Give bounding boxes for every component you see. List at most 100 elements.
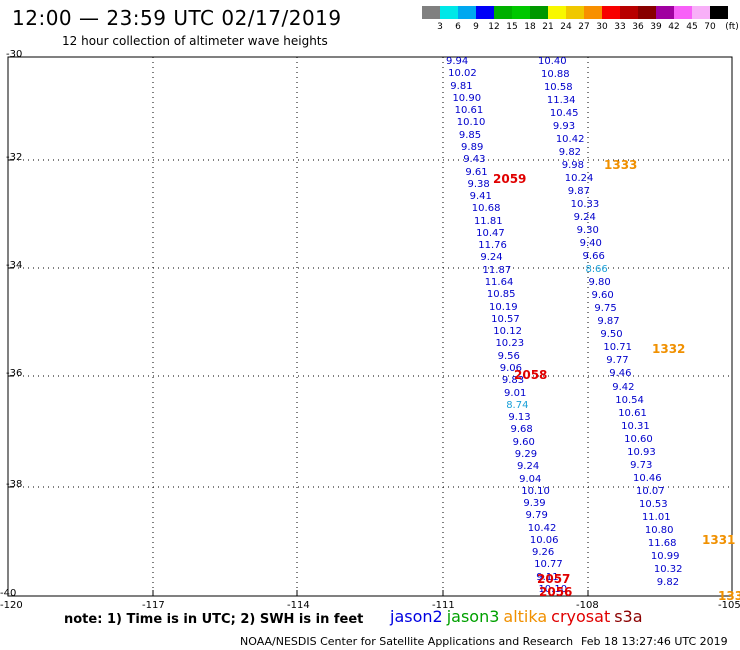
wave-height-value: 11.76	[478, 240, 507, 252]
color-scale-label: 27	[578, 22, 590, 32]
wave-height-value: 10.90	[452, 92, 482, 104]
wave-height-value: 10.24	[564, 173, 594, 185]
wave-height-value: 9.46	[609, 368, 632, 380]
color-scale-label: 42	[668, 22, 680, 32]
legend-item-cryosat: cryosat	[551, 607, 611, 626]
plot-frame	[7, 56, 733, 597]
color-swatch	[494, 6, 512, 19]
wave-height-value: 10.80	[644, 524, 674, 536]
wave-height-value: 9.82	[558, 147, 582, 159]
wave-height-value: 9.24	[516, 461, 540, 473]
wave-height-value: 11.34	[546, 95, 576, 107]
color-scale-label: 39	[650, 22, 662, 32]
color-scale-label: 12	[488, 22, 500, 32]
wave-height-value: 10.32	[653, 563, 683, 575]
wave-height-value: 10.61	[618, 407, 647, 419]
wave-height-value: 9.39	[523, 498, 546, 510]
color-scale-label: 21	[542, 22, 554, 32]
wave-height-value: 10.23	[495, 338, 525, 350]
color-swatch	[602, 6, 620, 19]
wave-height-value: 10.60	[624, 433, 653, 445]
wave-height-value: 10.07	[636, 485, 665, 497]
color-swatch	[566, 6, 584, 19]
pass-number-label: 2058	[514, 368, 548, 382]
title: 12:00 — 23:59 UTC 02/17/2019	[12, 6, 342, 30]
wave-height-value: 10.06	[529, 534, 559, 546]
pass-number-label: 1333	[604, 158, 638, 172]
x-tick-label: -111	[432, 600, 455, 611]
color-scale-label: 18	[524, 22, 536, 32]
color-swatch	[584, 6, 602, 19]
color-scale-label: 33	[614, 22, 626, 32]
wave-height-value: 10.10	[538, 584, 568, 596]
wave-height-value: 10.93	[627, 446, 656, 458]
color-scale-label: 6	[455, 22, 461, 32]
wave-height-value: 9.75	[594, 303, 617, 315]
wave-height-value: 9.40	[579, 238, 602, 250]
color-scale-label: (ft)	[725, 22, 739, 32]
wave-height-value: 9.01	[504, 387, 527, 399]
wave-height-value: 11.64	[484, 277, 514, 289]
wave-height-value: 9.24	[480, 252, 503, 264]
wave-height-value: 10.33	[570, 199, 600, 211]
wave-height-value: 10.31	[621, 420, 650, 432]
legend-item-altika: altika	[503, 607, 548, 626]
wave-height-value: 10.53	[638, 498, 668, 510]
wave-height-value: 9.42	[612, 381, 635, 393]
color-swatch	[476, 6, 494, 19]
pass-number-label: 1332	[652, 342, 686, 356]
wave-height-value: 9.87	[597, 316, 620, 328]
wave-height-value: 9.11	[536, 571, 559, 583]
pass-number-label: 2056	[539, 585, 573, 599]
y-tick-label: -38	[6, 479, 23, 490]
wave-height-value: 9.41	[469, 191, 492, 203]
wave-height-value: 10.61	[454, 105, 484, 117]
color-scale-label: 3	[437, 22, 443, 32]
color-scale-bar	[422, 6, 728, 19]
wave-height-value: 9.60	[591, 290, 614, 302]
color-swatch	[530, 6, 548, 19]
color-scale-labels: 3 6 9 12 15 18 21 24 27 30 33 36 39 42 45 70 (ft)	[422, 22, 740, 34]
color-swatch	[638, 6, 656, 19]
wave-height-value: 10.02	[448, 68, 477, 80]
wave-height-value: 9.43	[463, 154, 486, 166]
wave-height-value: 9.77	[606, 355, 629, 367]
legend-item-s3a: s3a	[614, 607, 643, 626]
color-swatch	[458, 6, 476, 19]
wave-height-value: 10.19	[489, 301, 518, 313]
legend-item-jason3: jason3	[446, 607, 500, 626]
wave-height-value: 9.94	[446, 56, 469, 67]
wave-height-value: 10.68	[471, 203, 501, 215]
color-swatch	[422, 6, 440, 19]
timestamp: Feb 18 13:27:46 UTC 2019	[581, 635, 728, 648]
wave-height-value: 9.13	[508, 412, 531, 424]
wave-height-value: 9.06	[499, 363, 523, 374]
wave-height-value: 10.40	[538, 56, 567, 67]
pass-number-label: 133	[718, 589, 740, 603]
wave-height-value: 9.30	[576, 225, 599, 237]
wave-height-value: 10.57	[491, 313, 520, 325]
wave-height-value: 9.93	[552, 121, 576, 133]
x-tick-label: -114	[287, 600, 310, 611]
wave-height-value: 9.73	[630, 459, 653, 471]
wave-height-value: 9.60	[512, 436, 535, 448]
color-scale-label: 24	[560, 22, 572, 32]
wave-height-value: 9.61	[465, 166, 488, 178]
x-tick-label: -105	[718, 600, 740, 611]
color-swatch	[674, 6, 692, 19]
subtitle: 12 hour collection of altimeter wave hei…	[62, 34, 328, 48]
wave-height-value: 10.47	[476, 227, 505, 239]
wave-height-value: 10.77	[534, 559, 563, 571]
color-swatch	[512, 6, 530, 19]
wave-height-value: 11.87	[482, 264, 512, 276]
color-scale-label: 30	[596, 22, 608, 32]
y-tick-label: -36	[6, 368, 23, 379]
y-tick-label: -30	[6, 49, 23, 60]
color-scale-label: 15	[506, 22, 518, 32]
wave-height-value: 10.12	[493, 326, 522, 338]
wave-height-value: 9.56	[497, 350, 520, 362]
wave-height-value: 9.68	[510, 424, 533, 436]
wave-height-value: 10.58	[543, 82, 573, 94]
color-scale-label: 36	[632, 22, 644, 32]
y-tick-label: -40	[0, 588, 17, 599]
